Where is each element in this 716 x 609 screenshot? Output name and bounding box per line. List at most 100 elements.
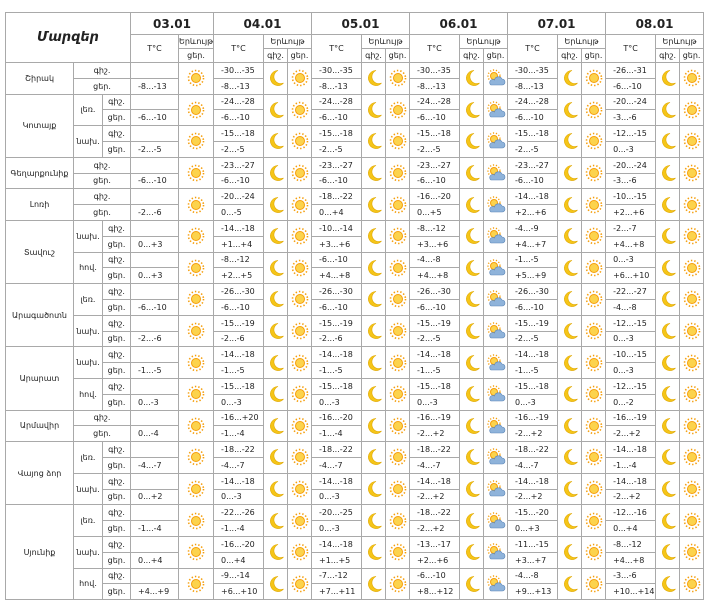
weather-cell	[581, 409, 607, 443]
temperature: -14...-18	[311, 346, 363, 364]
temperature: -2...+2	[409, 488, 461, 506]
weather-icon	[187, 227, 205, 245]
temperature: -12...-15	[605, 125, 657, 142]
temperature: -6...-10	[409, 172, 461, 190]
period-header: ցեր.	[286, 48, 313, 63]
weather-icon	[585, 164, 602, 182]
weather-icon	[269, 354, 284, 371]
zone-name: լեռ.	[73, 441, 103, 474]
weather-cell	[483, 535, 509, 569]
weather-cell	[581, 441, 607, 474]
temperature: -10...-15	[605, 346, 657, 364]
weather-icon	[465, 260, 480, 276]
date: 06.01	[409, 12, 509, 35]
temperature-empty	[130, 314, 179, 332]
period-header: ցեր.	[679, 48, 705, 63]
weather-icon	[563, 228, 578, 245]
temperature: -8...-13	[409, 77, 461, 95]
temperature: -24...-28	[311, 93, 363, 111]
temperature: -26...-30	[409, 283, 461, 300]
weather-cell	[459, 93, 485, 127]
temperature: -2...+2	[605, 488, 657, 506]
weather-cell	[655, 441, 681, 474]
temperature: -6...-10	[311, 298, 363, 316]
temperature: -14...-18	[605, 472, 657, 490]
temperature: -1...-4	[213, 425, 264, 443]
weather-cell	[557, 93, 583, 127]
weather-cell	[385, 441, 411, 474]
weather-icon	[291, 480, 308, 498]
weather-cell	[286, 346, 313, 379]
temperature: -14...-18	[213, 472, 264, 490]
weather-icon	[187, 101, 205, 119]
weather-cell	[581, 377, 607, 411]
temperature: -11...-15	[507, 535, 559, 553]
weather-cell	[557, 283, 583, 316]
weather-icon	[389, 259, 406, 277]
weather-icon	[389, 512, 406, 529]
weather-icon	[269, 196, 284, 213]
weather-cell	[286, 62, 313, 95]
weather-icon	[465, 102, 480, 118]
temperature: 0...-3	[130, 393, 179, 411]
data-row: ցեր. 0...+2 0...-3 0...-3 -2...+2 -2...+2 -2..…	[6, 488, 704, 506]
temperature: -6...-10	[311, 109, 363, 127]
weather-icon	[683, 449, 700, 466]
temperature: -23...-27	[507, 156, 559, 174]
weather-icon	[563, 165, 578, 181]
period-header: ցեր.	[385, 48, 411, 63]
weather-cell	[385, 283, 411, 316]
weather-cell	[459, 409, 485, 443]
weather-cell	[679, 409, 705, 443]
weather-cell	[581, 62, 607, 95]
weather-icon	[187, 322, 205, 340]
weather-cell	[361, 156, 387, 190]
weather-icon	[585, 575, 602, 593]
temperature: -1...-4	[605, 456, 657, 474]
weather-cell	[385, 346, 411, 379]
weather-icon	[661, 260, 676, 276]
date: 07.01	[507, 12, 607, 35]
weather-icon	[486, 132, 505, 149]
data-row: ցեր. 0...+4 0...+4 +1...+5 +2...+6 +3...+7 +4.…	[6, 551, 704, 569]
weather-icon	[465, 386, 480, 403]
weather-cell	[361, 409, 387, 443]
temperature: -23...-27	[311, 156, 363, 174]
temperature: +3...+6	[311, 235, 363, 253]
weather-cell	[483, 472, 509, 506]
weather-cell	[557, 251, 583, 285]
weather-cell	[679, 125, 705, 158]
temperature: -20...-24	[213, 188, 264, 206]
temperature: -20...-25	[311, 504, 363, 522]
weather-icon	[585, 543, 602, 561]
weather-cell	[459, 62, 485, 95]
temperature: +7...+11	[311, 583, 363, 601]
weather-icon	[269, 323, 284, 339]
weather-icon	[486, 448, 505, 465]
temperature: +1...+5	[311, 551, 363, 569]
weather-cell	[483, 377, 509, 411]
temperature: +4...+8	[409, 267, 461, 285]
region-name: Կոտայք	[5, 93, 74, 158]
temperature: -2...-5	[311, 140, 363, 158]
temperature: +2...+6	[507, 204, 559, 221]
temperature: 0...-3	[213, 393, 264, 411]
weather-cell	[581, 346, 607, 379]
weather-cell	[459, 188, 485, 221]
temperature: -18...-22	[311, 441, 363, 458]
weather-icon	[187, 385, 205, 403]
zone-name: նախ.	[73, 314, 103, 348]
weather-icon	[585, 354, 602, 371]
period-label: գիշ.	[102, 472, 131, 490]
weather-icon	[367, 165, 382, 181]
temperature: 0...-3	[311, 520, 363, 537]
temperature: -18...-22	[311, 188, 363, 206]
temperature: 0...+2	[130, 488, 179, 506]
temperature: -1...-5	[507, 362, 559, 379]
temperature: +9...+13	[507, 583, 559, 601]
weather-cell	[459, 251, 485, 285]
zone-name: նախ.	[73, 535, 103, 569]
weather-icon	[291, 69, 308, 87]
weather-cell	[361, 219, 387, 253]
temperature: -1...-4	[213, 520, 264, 537]
